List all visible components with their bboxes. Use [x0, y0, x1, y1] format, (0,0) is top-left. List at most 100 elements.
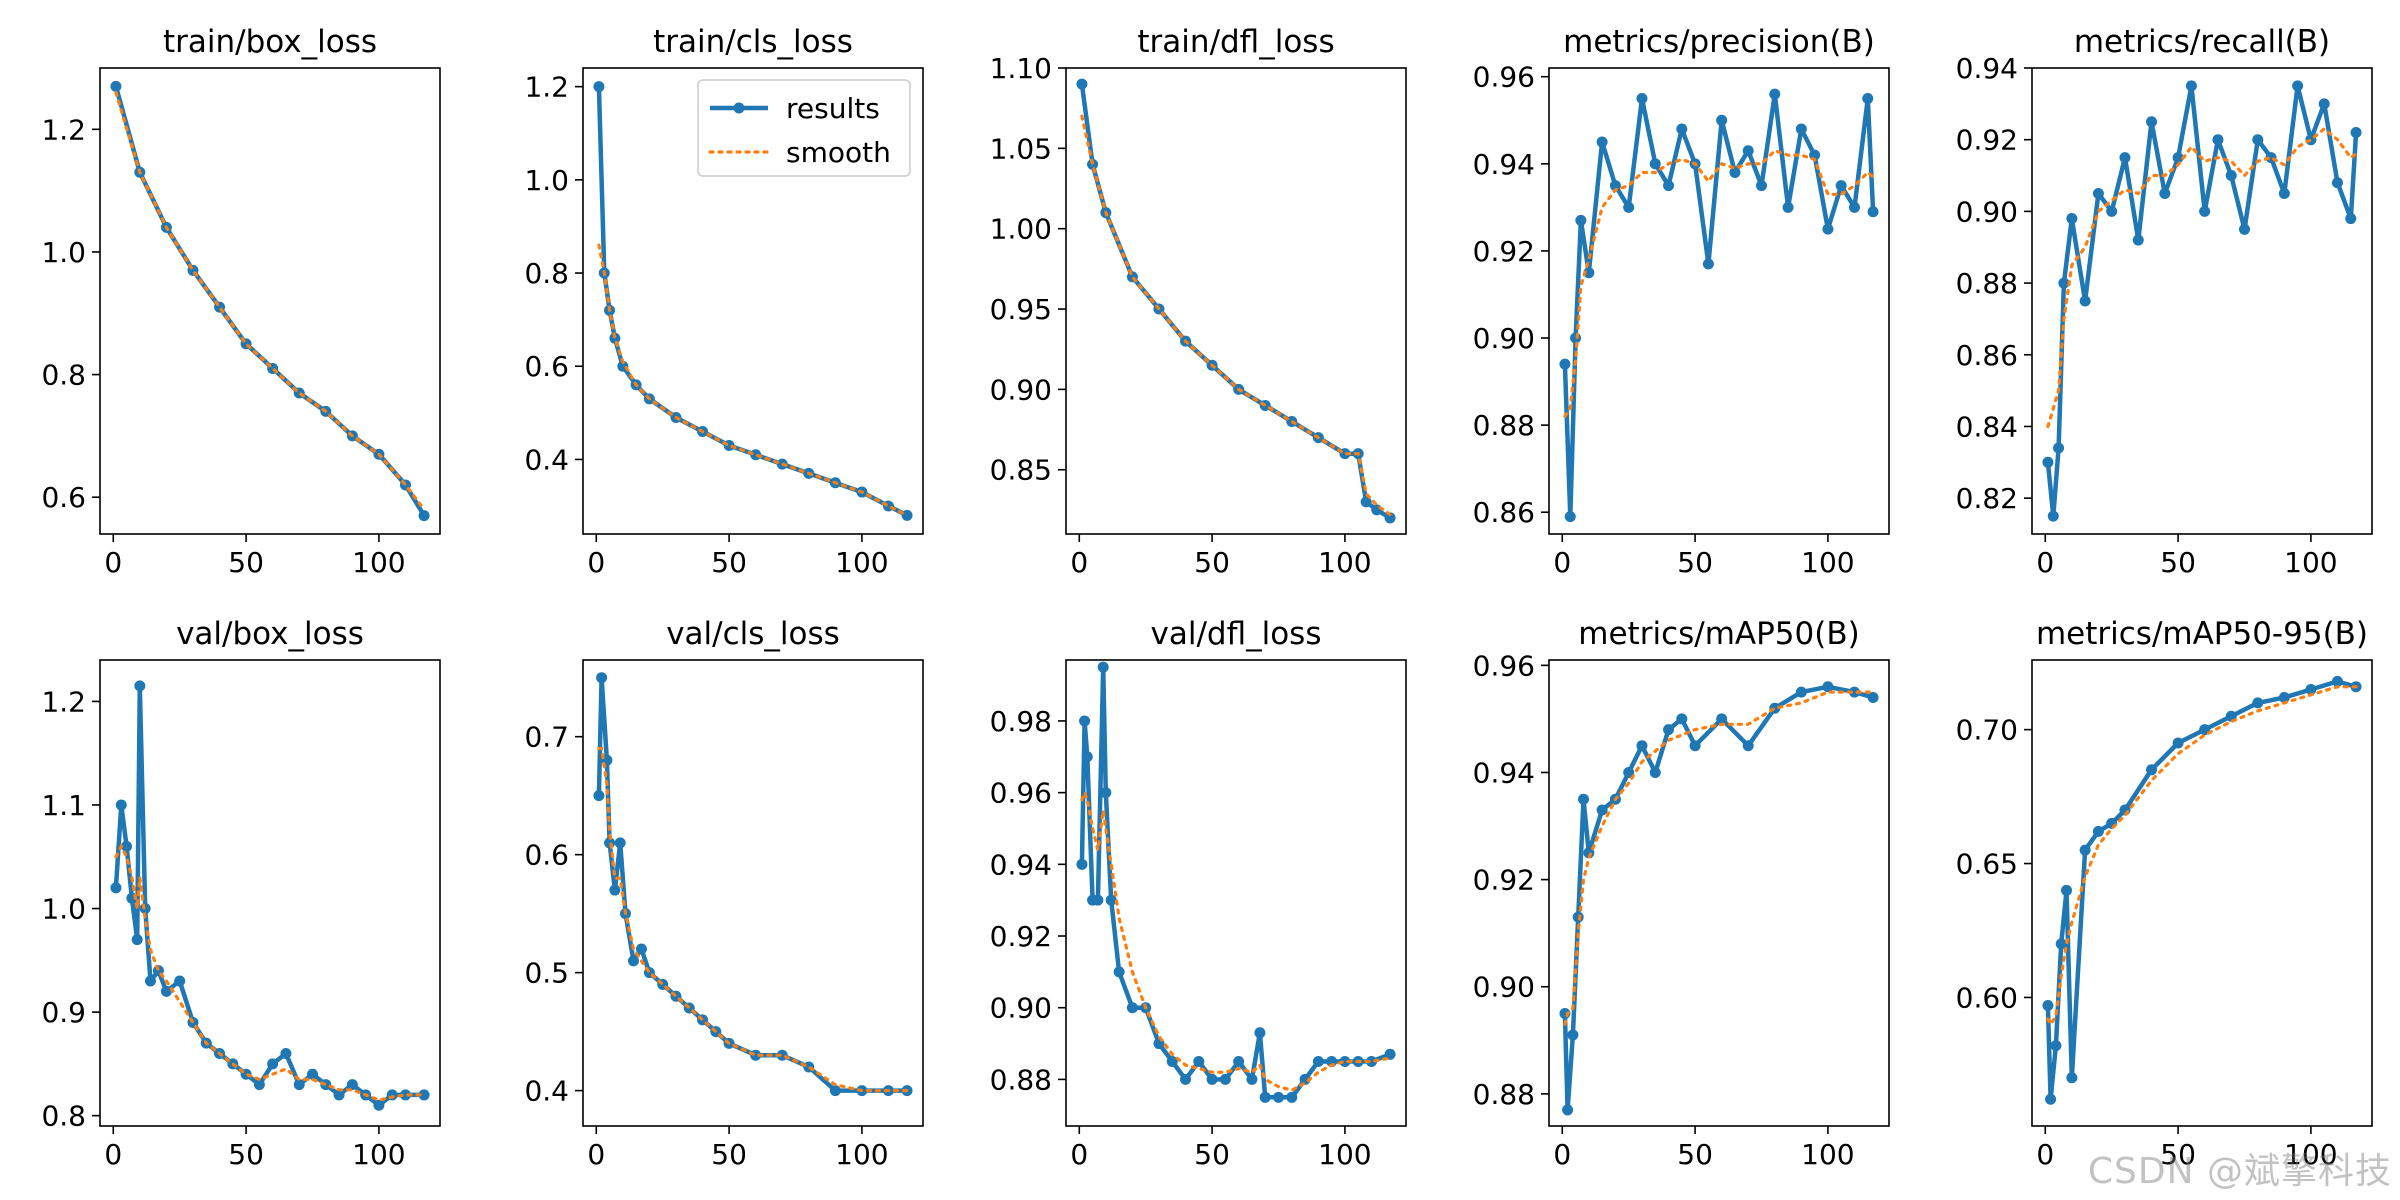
data-point	[2132, 234, 2144, 246]
data-point	[115, 799, 127, 811]
x-tick-label: 0	[1070, 546, 1088, 579]
data-point	[1246, 1073, 1258, 1085]
subplot-title: train/cls_loss	[653, 24, 853, 60]
y-tick-label: 0.8	[41, 1100, 86, 1133]
subplot-metrics-map50-b: metrics/mAP50(B) 0 50 100 0.88 0.90 0.92 0.94 0.…	[1473, 616, 1890, 1171]
x-tick-label: 50	[711, 546, 747, 579]
data-point	[2042, 456, 2054, 468]
y-tick-label: 0.6	[41, 481, 86, 514]
data-point	[1076, 78, 1088, 90]
data-point	[750, 449, 762, 461]
data-point	[1384, 512, 1396, 524]
y-tick-label: 0.88	[1956, 267, 2018, 300]
axes-frame	[2031, 659, 2373, 1127]
y-tick-label: 0.90	[990, 992, 1052, 1025]
y-tick-label: 0.90	[1473, 322, 1535, 355]
y-tick-label: 1.2	[524, 71, 569, 104]
x-tick-label: 50	[228, 546, 264, 579]
data-point	[346, 1079, 358, 1091]
data-point	[593, 790, 605, 802]
data-point	[1848, 201, 1860, 213]
data-point	[614, 837, 626, 849]
data-point	[1596, 804, 1608, 816]
y-tick-label: 0.4	[524, 443, 569, 476]
y-tick-label: 0.88	[1473, 409, 1535, 442]
y-tick-label: 1.0	[41, 893, 86, 926]
axes-frame	[99, 67, 441, 535]
data-point	[901, 509, 913, 521]
data-point	[373, 1099, 385, 1111]
y-tick-label: 0.92	[1473, 864, 1535, 897]
subplot-title: metrics/mAP50-95(B)	[2036, 616, 2368, 652]
legend-label-results: results	[786, 92, 880, 125]
data-point	[1254, 1027, 1266, 1039]
data-point	[2066, 1072, 2078, 1084]
subplot-metrics-precision-b: metrics/precision(B) 0 50 100 0.86 0.88 0.90 0.…	[1473, 24, 1890, 579]
axes-frame	[99, 659, 441, 1127]
y-tick-label: 0.6	[524, 839, 569, 872]
data-point	[1180, 1073, 1192, 1085]
data-point	[1113, 966, 1125, 978]
data-point	[1676, 713, 1688, 725]
data-point	[1729, 167, 1741, 179]
data-point	[2061, 884, 2073, 896]
data-point	[2305, 683, 2317, 695]
subplot-train-box-loss: train/box_loss 0 50 100 0.6 0.8 1.0 1.2	[41, 24, 441, 579]
y-tick-label: 1.2	[41, 685, 86, 718]
data-point	[1578, 793, 1590, 805]
data-point	[1097, 661, 1109, 673]
series-line-smooth	[1563, 690, 1875, 1026]
data-point	[2252, 134, 2264, 146]
y-tick-label: 0.94	[1473, 756, 1535, 789]
axes-frame	[1548, 659, 1890, 1127]
y-tick-label: 0.7	[524, 721, 569, 754]
y-tick-label: 0.96	[1473, 649, 1535, 682]
data-point	[2045, 1093, 2057, 1105]
y-tick-label: 0.88	[990, 1063, 1052, 1096]
y-tick-label: 0.96	[1473, 61, 1535, 94]
axes-frame	[582, 67, 924, 535]
data-point	[160, 985, 172, 997]
subplot-title: val/box_loss	[176, 616, 364, 652]
data-point	[2092, 187, 2104, 199]
x-tick-label: 100	[835, 546, 888, 579]
x-tick-label: 100	[352, 1138, 405, 1171]
data-point	[134, 680, 146, 692]
x-tick-label: 50	[711, 1138, 747, 1171]
y-tick-label: 0.84	[1956, 410, 2018, 443]
x-tick-label: 0	[2036, 1138, 2054, 1171]
x-tick-label: 50	[1677, 1138, 1713, 1171]
data-point	[2058, 277, 2070, 289]
x-tick-label: 0	[587, 546, 605, 579]
x-tick-label: 0	[104, 546, 122, 579]
y-tick-label: 0.92	[1473, 235, 1535, 268]
y-tick-label: 1.0	[524, 164, 569, 197]
data-point	[1273, 1091, 1284, 1103]
data-point	[1365, 1055, 1377, 1067]
data-point	[1867, 206, 1879, 218]
y-tick-label: 0.8	[524, 257, 569, 290]
data-point	[2331, 177, 2343, 189]
subplot-title: metrics/precision(B)	[1563, 24, 1875, 60]
data-point	[2055, 938, 2067, 950]
data-point	[1716, 114, 1728, 126]
data-point	[1100, 787, 1112, 799]
y-tick-label: 0.4	[524, 1075, 569, 1108]
series-line-smooth	[597, 243, 909, 518]
data-point	[593, 81, 605, 93]
data-point	[2092, 825, 2104, 837]
data-point	[399, 1089, 411, 1101]
subplot-val-box-loss: val/box_loss 0 50 100 0.8 0.9 1.0 1.1 1.2	[41, 616, 441, 1171]
data-point	[1716, 713, 1728, 725]
axes-frame	[1065, 67, 1407, 535]
series-line-smooth	[114, 842, 426, 1102]
x-tick-label: 50	[2160, 546, 2196, 579]
subplot-train-dfl-loss: train/dfl_loss 0 50 100 0.85 0.90 0.95 1.00 1.05…	[990, 24, 1407, 579]
data-point	[1219, 1073, 1231, 1085]
data-point	[1384, 1048, 1396, 1060]
series-line-results	[2045, 679, 2357, 1102]
y-tick-label: 0.85	[990, 454, 1052, 487]
legend: results smooth	[697, 79, 911, 177]
data-point	[2225, 170, 2237, 182]
data-point	[829, 1085, 841, 1097]
